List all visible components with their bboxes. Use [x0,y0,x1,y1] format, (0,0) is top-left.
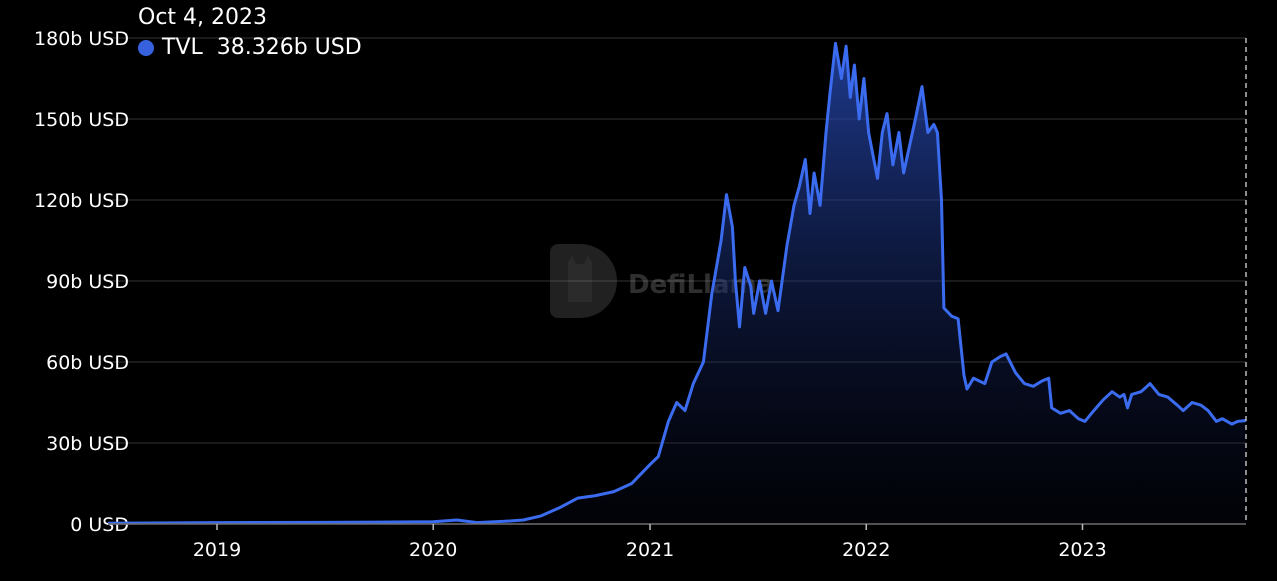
x-tick-label: 2023 [1058,539,1106,561]
series-dot-icon [138,40,154,56]
tooltip: Oct 4, 2023 TVL 38.326b USD [138,4,362,64]
x-tick-label: 2020 [409,539,457,561]
x-tick-label: 2019 [193,539,241,561]
grid-lines [108,37,1246,444]
x-tick-label: 2021 [626,539,674,561]
y-tick-label: 60b USD [46,352,129,374]
x-tick-label: 2022 [842,539,890,561]
y-tick-label: 90b USD [46,271,129,293]
y-tick-label: 150b USD [34,109,129,131]
tooltip-value: 38.326b USD [216,35,362,60]
y-tick-label: 180b USD [34,28,129,50]
tvl-area [108,43,1246,525]
llama-logo-icon [550,244,617,318]
tvl-line[interactable] [107,41,1247,525]
tooltip-row: TVL 38.326b USD [138,32,362,64]
y-tick-label: 120b USD [34,190,129,212]
y-tick-label: 30b USD [46,433,129,455]
y-axis-labels: 0 USD 30b USD 60b USD 90b USD 120b USD 150b U… [34,28,129,536]
tooltip-date: Oct 4, 2023 [138,5,268,30]
tooltip-series-name: TVL [162,35,203,60]
x-axis-labels: 2019 2020 2021 2022 2023 [193,524,1107,561]
y-tick-label: 0 USD [70,514,129,536]
